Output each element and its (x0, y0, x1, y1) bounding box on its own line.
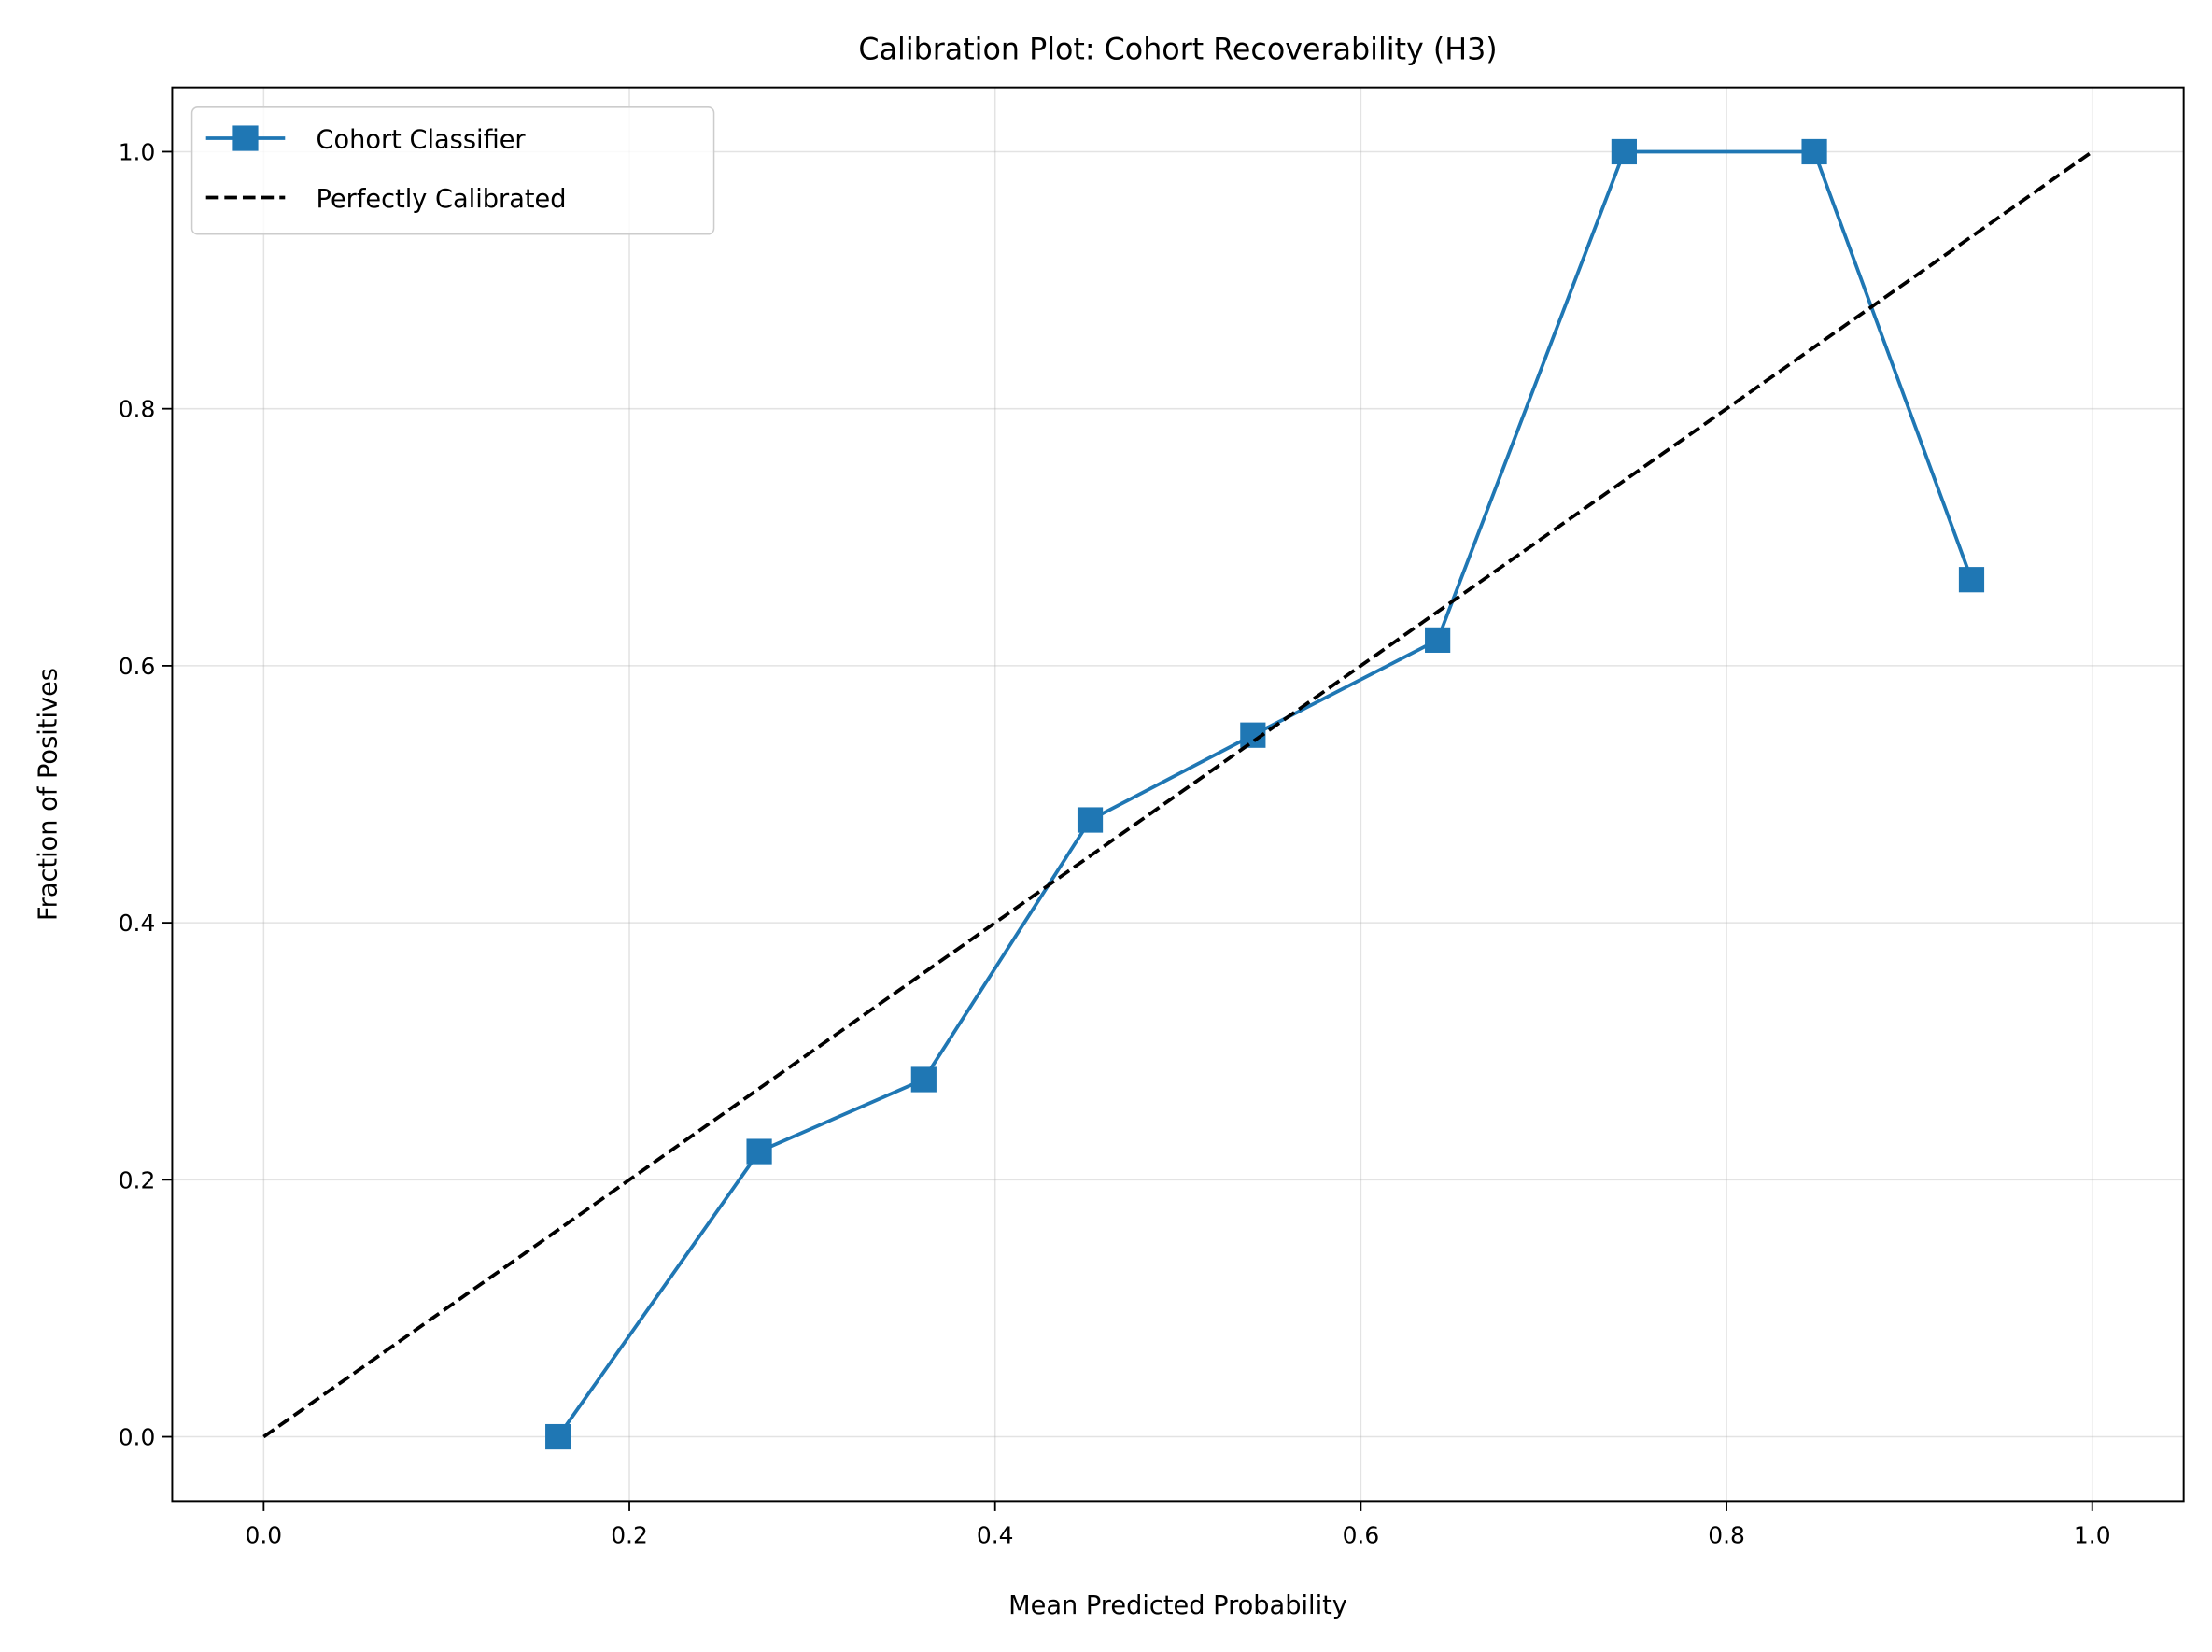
x-tick-label: 0.6 (1343, 1522, 1380, 1549)
data-point-cohort-classifier (1077, 807, 1104, 833)
data-point-cohort-classifier (910, 1066, 937, 1093)
x-tick-label: 0.0 (246, 1522, 283, 1549)
plot-frame (171, 86, 2185, 1503)
x-tick-label: 0.2 (611, 1522, 648, 1549)
ticks: 0.0 0.2 0.4 0.6 0.8 1.0 0.0 0.2 0.4 0.6 0.8 1.0 (119, 139, 2111, 1549)
legend-marker-classifier (232, 125, 259, 151)
y-tick-label: 0.8 (119, 396, 156, 423)
series-line-cohort-classifier (557, 149, 1974, 1438)
legend: Cohort Classifier Perfectly Calibrated (190, 106, 715, 235)
data-point-cohort-classifier (746, 1138, 772, 1165)
x-axis-label: Mean Predicted Probability (1008, 1591, 1347, 1620)
data-point-cohort-classifier (1801, 138, 1827, 165)
data-point-cohort-classifier (545, 1423, 571, 1450)
y-axis-label: Fraction of Positives (35, 668, 63, 921)
chart-title: Calibration Plot: Cohort Recoverability … (858, 33, 1497, 66)
x-tick-label: 0.8 (1708, 1522, 1745, 1549)
series-line-perfectly-calibrated (262, 149, 2093, 1439)
legend-label-classifier: Cohort Classifier (317, 126, 527, 155)
x-tick-label: 0.4 (977, 1522, 1014, 1549)
data-point-cohort-classifier (1425, 627, 1451, 653)
y-tick-label: 1.0 (119, 139, 156, 166)
data-point-cohort-classifier (1611, 138, 1637, 165)
x-tick-label: 1.0 (2074, 1522, 2111, 1549)
y-tick-label: 0.4 (119, 910, 156, 937)
y-tick-label: 0.6 (119, 653, 156, 680)
y-tick-label: 0.0 (119, 1424, 156, 1451)
series-layer (262, 138, 2093, 1450)
data-point-cohort-classifier (1958, 567, 1985, 593)
y-tick-label: 0.2 (119, 1166, 156, 1193)
legend-label-perfect: Perfectly Calibrated (317, 185, 567, 214)
legend-box (190, 106, 715, 235)
